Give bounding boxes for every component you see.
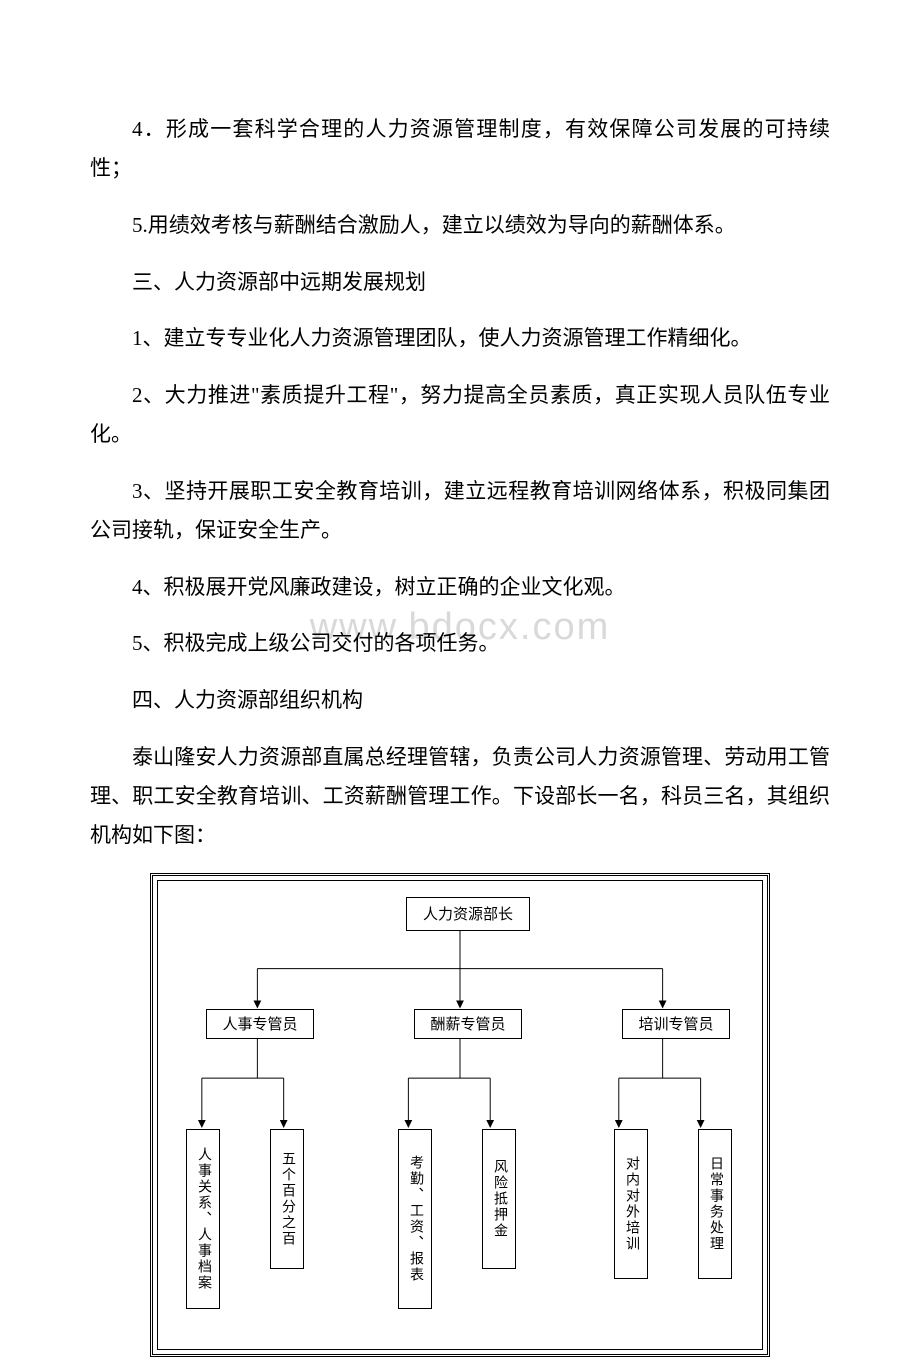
plan-item-1: 1、建立专专业化人力资源管理团队，使人力资源管理工作精细化。 [90,319,830,358]
orgchart-l2-node-2: 培训专管员 [622,1009,730,1039]
plan-item-5: 5、积极完成上级公司交付的各项任务。 [90,624,830,663]
plan-item-2: 2、大力推进"素质提升工程"，努力提高全员素质，真正实现人员队伍专业化。 [90,376,830,454]
orgchart-frame: 人力资源部长 人事专管员 酬薪专管员 培训专管员 人事关系、人事档案 五个百分之… [150,873,770,1357]
orgchart-l2-node-1: 酬薪专管员 [414,1009,522,1039]
orgchart-leaf-0: 人事关系、人事档案 [186,1129,220,1309]
heading-3: 三、人力资源部中远期发展规划 [90,263,830,302]
orgchart-leaf-3: 风险抵押金 [482,1129,516,1269]
orgchart-leaf-1: 五个百分之百 [270,1129,304,1269]
heading-4: 四、人力资源部组织机构 [90,681,830,720]
orgchart-root-node: 人力资源部长 [406,897,530,931]
orgchart-leaf-5: 日常事务处理 [698,1129,732,1279]
orgchart-leaf-2: 考勤、工资、报表 [398,1129,432,1309]
orgchart: 人力资源部长 人事专管员 酬薪专管员 培训专管员 人事关系、人事档案 五个百分之… [157,880,763,1350]
orgchart-leaf-4: 对内对外培训 [614,1129,648,1279]
paragraph-org-intro: 泰山隆安人力资源部直属总经理管辖，负责公司人力资源管理、劳动用工管理、职工安全教… [90,738,830,855]
paragraph-4: 4．形成一套科学合理的人力资源管理制度，有效保障公司发展的可持续性； [90,110,830,188]
document-content: 4．形成一套科学合理的人力资源管理制度，有效保障公司发展的可持续性； 5.用绩效… [90,110,830,1357]
orgchart-connectors [158,881,762,1349]
orgchart-l2-node-0: 人事专管员 [206,1009,314,1039]
plan-item-4: 4、积极展开党风廉政建设，树立正确的企业文化观。 [90,568,830,607]
paragraph-5: 5.用绩效考核与薪酬结合激励人，建立以绩效为导向的薪酬体系。 [90,206,830,245]
plan-item-3: 3、坚持开展职工安全教育培训，建立远程教育培训网络体系，积极同集团公司接轨，保证… [90,472,830,550]
